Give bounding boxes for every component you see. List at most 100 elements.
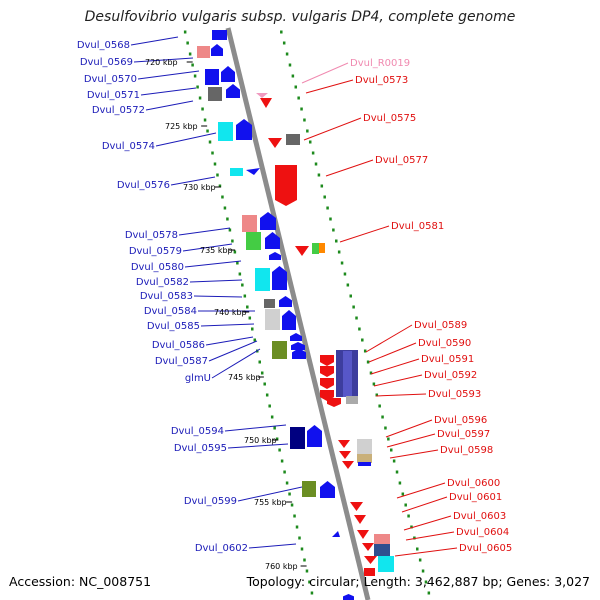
gene-leader [155, 132, 217, 147]
gene-feature [211, 44, 223, 56]
gene-feature [282, 310, 296, 330]
guide-dot [358, 327, 361, 331]
gene-feature [260, 212, 276, 230]
guide-dot [308, 140, 312, 144]
gene-feature [221, 66, 235, 82]
gene-feature [320, 378, 334, 389]
guide-dot [221, 195, 224, 199]
gene-label-left: Dvul_0580 [131, 262, 184, 273]
gene-feature [265, 309, 280, 330]
gene-feature [320, 355, 334, 366]
gene-feature [343, 351, 352, 397]
guide-dot [401, 492, 405, 496]
guide-dot [280, 459, 284, 463]
gene-leader [205, 336, 254, 346]
gene-leader [365, 324, 413, 353]
gene-leader [189, 279, 243, 283]
guide-dot [311, 151, 315, 155]
gene-leader [130, 36, 179, 46]
gene-feature [268, 138, 282, 148]
gene-feature [275, 165, 297, 206]
guide-dot [226, 217, 229, 221]
kbp-tick-label: 740 kbp [214, 308, 247, 317]
gene-label-right: Dvul_0597 [437, 429, 490, 440]
gene-leader [145, 100, 194, 111]
gene-label-right: Dvul_0593 [428, 389, 481, 400]
guide-dot [236, 261, 239, 265]
guide-dot [355, 316, 358, 320]
guide-dot [349, 294, 352, 298]
genome-summary: Topology: circular; Length: 3,462,887 bp… [246, 574, 590, 589]
guide-dot [216, 173, 219, 177]
gene-feature [354, 515, 366, 524]
guide-dot [294, 85, 298, 89]
gene-label-right: Dvul_0577 [375, 155, 428, 166]
guide-dot [395, 470, 399, 474]
guide-dot [285, 52, 289, 56]
gene-feature [292, 348, 306, 359]
gene-feature [327, 398, 341, 407]
gene-feature [332, 531, 340, 537]
gene-label-left: Dvul_0568 [77, 40, 130, 51]
gene-feature [242, 215, 257, 232]
accession-text: Accession: NC_008751 [9, 574, 152, 589]
gene-feature [350, 502, 363, 511]
guide-dot [306, 129, 309, 133]
gene-label-left: Dvul_0579 [129, 246, 182, 257]
guide-dot [188, 52, 192, 56]
guide-dot [366, 360, 370, 364]
gene-features [197, 30, 394, 600]
gene-feature [230, 168, 243, 176]
guide-dot [198, 96, 202, 100]
gene-feature [212, 30, 227, 40]
guide-dot [233, 250, 237, 254]
guide-dot [241, 283, 244, 287]
guide-dot [285, 481, 289, 485]
gene-feature [260, 98, 272, 108]
gene-label-right: Dvul_0592 [424, 370, 477, 381]
gene-leader [237, 486, 303, 502]
guide-dot [291, 74, 295, 78]
gene-leader [184, 260, 242, 268]
gene-feature [319, 243, 325, 253]
guide-dot [223, 206, 227, 210]
guide-dot [258, 360, 261, 364]
kbp-tick-label: 755 kbp [254, 498, 287, 507]
guide-dot [196, 85, 199, 89]
gene-leader [248, 543, 297, 549]
gene-leader [178, 227, 231, 236]
guide-dot [251, 327, 254, 331]
guide-dot [323, 195, 326, 199]
guide-dot [278, 448, 281, 452]
guide-dot [270, 415, 274, 419]
guide-dot [303, 558, 306, 562]
gene-label-left: Dvul_0584 [144, 306, 197, 317]
guide-dot [346, 283, 350, 287]
guide-dot [186, 41, 189, 45]
guide-dot [265, 393, 269, 397]
gene-label-right: Dvul_0600 [447, 478, 500, 489]
guide-dot [308, 580, 311, 584]
guide-dot [208, 140, 212, 144]
guide-dot [305, 569, 309, 573]
gene-feature [269, 252, 281, 260]
guide-dot [416, 547, 419, 551]
gene-feature [286, 134, 300, 145]
guide-dot [273, 426, 276, 430]
gene-feature [357, 439, 372, 454]
gene-label-left: Dvul_0594 [171, 426, 224, 437]
gene-leader [368, 342, 417, 363]
gene-label-right: Dvul_0591 [421, 354, 474, 365]
guide-dot [213, 162, 217, 166]
guide-dot [288, 63, 292, 67]
gene-feature [265, 232, 280, 249]
gene-feature [272, 266, 287, 290]
dotted-guides [183, 30, 431, 595]
guide-dot [421, 569, 425, 573]
guide-dot [191, 63, 194, 67]
gene-feature [290, 427, 305, 449]
guide-dot [228, 228, 232, 232]
gene-leader [208, 340, 258, 362]
gene-label-right: Dvul_0589 [414, 320, 467, 331]
gene-label-right: Dvul_0575 [363, 113, 416, 124]
